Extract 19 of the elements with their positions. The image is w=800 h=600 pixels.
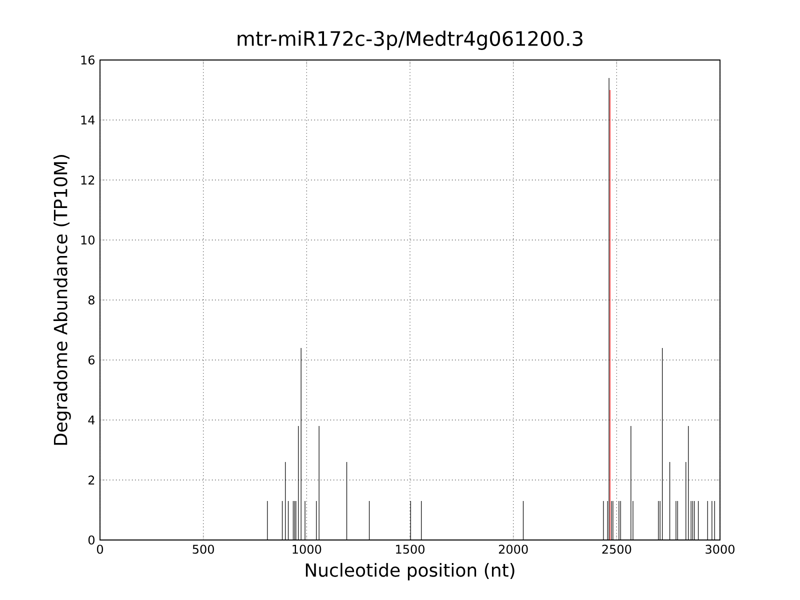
chart-title: mtr-miR172c-3p/Medtr4g061200.3 xyxy=(238,30,582,50)
y-tick-label: 14 xyxy=(81,116,95,124)
y-tick-label: 8 xyxy=(88,295,94,305)
y-tick-label: 0 xyxy=(88,535,94,545)
y-tick-label: 6 xyxy=(88,355,95,365)
x-tick-label: 1500 xyxy=(396,544,424,554)
y-tick-label: 2 xyxy=(88,476,94,484)
y-tick-label: 16 xyxy=(81,55,95,65)
y-tick-label: 12 xyxy=(81,176,94,184)
x-tick-label: 3000 xyxy=(706,544,734,554)
x-tick-label: 1000 xyxy=(292,544,322,554)
y-axis-title: Degradome Abundance (TP10M) xyxy=(53,155,71,445)
x-axis-title: Nucleotide position (nt) xyxy=(306,562,514,580)
y-tick-label: 10 xyxy=(81,235,94,245)
x-tick-label: 2000 xyxy=(498,544,528,554)
y-tick-label: 4 xyxy=(88,416,95,424)
x-tick-label: 500 xyxy=(192,544,214,554)
x-tick-label: 0 xyxy=(96,544,104,554)
x-tick-label: 2500 xyxy=(602,544,632,554)
